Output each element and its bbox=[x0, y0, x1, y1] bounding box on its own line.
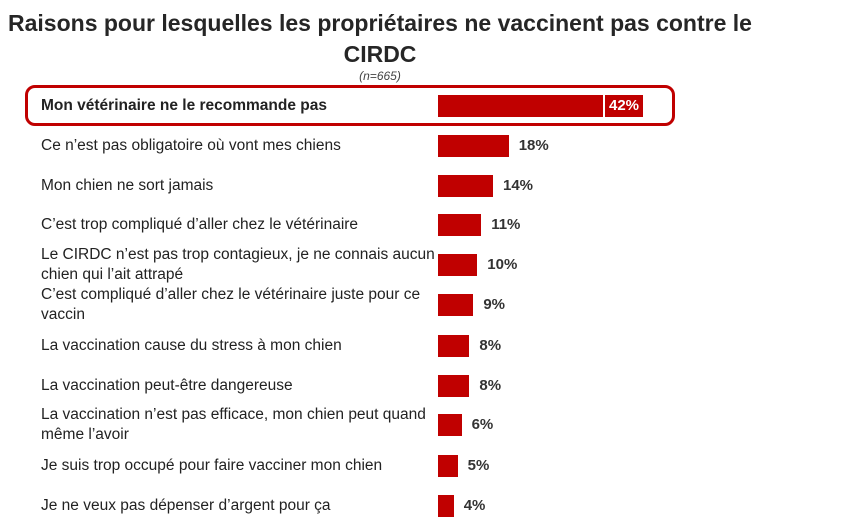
value-label: 4% bbox=[463, 497, 486, 514]
category-label: C’est trop compliqué d’aller chez le vét… bbox=[41, 216, 359, 233]
bar bbox=[438, 294, 474, 316]
value-label: 14% bbox=[503, 177, 534, 194]
category-label: Je suis trop occupé pour faire vacciner … bbox=[41, 457, 383, 474]
value-label: 8% bbox=[479, 377, 502, 394]
category-label: Ce n’est pas obligatoire où vont mes chi… bbox=[41, 137, 341, 154]
bar bbox=[438, 414, 462, 436]
bar bbox=[438, 175, 493, 197]
category-label: La vaccination cause du stress à mon chi… bbox=[41, 337, 342, 354]
category-label: Mon chien ne sort jamais bbox=[41, 177, 214, 194]
value-label: 18% bbox=[518, 137, 549, 154]
value-label: 11% bbox=[491, 216, 521, 233]
bar bbox=[438, 495, 454, 517]
category-label: Je ne veux pas dépenser d’argent pour ça bbox=[41, 497, 331, 514]
bar bbox=[438, 95, 603, 117]
bar bbox=[438, 135, 509, 157]
chart-title: Raisons pour lesquelles les propriétaire… bbox=[8, 10, 752, 67]
category-label: La vaccination n’est pas efficace, mon c… bbox=[41, 406, 426, 443]
value-label: 6% bbox=[471, 416, 494, 433]
category-label: C’est compliqué d’aller chez le vétérina… bbox=[41, 286, 421, 323]
category-label: Mon vétérinaire ne le recommande pas bbox=[41, 97, 327, 114]
value-label: 10% bbox=[487, 256, 518, 273]
bar bbox=[438, 254, 478, 276]
chart-subtitle: (n=665) bbox=[359, 69, 401, 83]
bar bbox=[438, 375, 470, 397]
bar bbox=[438, 335, 470, 357]
value-label: 8% bbox=[479, 337, 502, 354]
category-label: Le CIRDC n’est pas trop contagieux, je n… bbox=[41, 246, 435, 283]
bar bbox=[438, 214, 482, 236]
category-label: La vaccination peut-être dangereuse bbox=[41, 377, 293, 394]
value-label: 9% bbox=[483, 296, 506, 313]
value-label: 5% bbox=[467, 457, 490, 474]
bar bbox=[438, 455, 458, 477]
highlight-box bbox=[25, 85, 675, 126]
value-label: 42% bbox=[603, 95, 644, 117]
